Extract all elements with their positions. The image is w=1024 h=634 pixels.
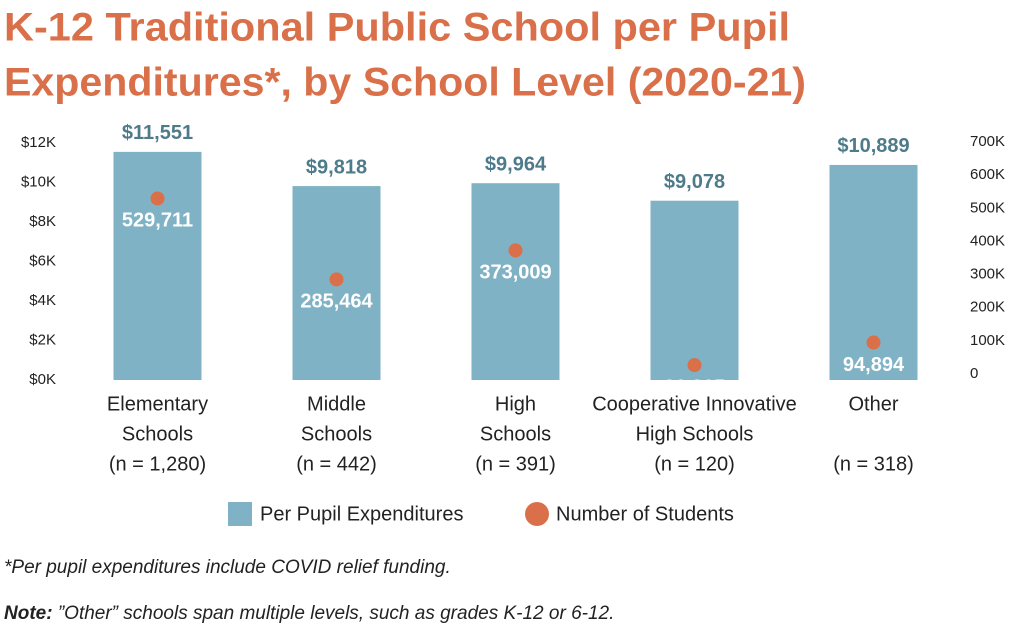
dot [866, 335, 881, 350]
chart-title: Expenditures*, by School Level (2020-21) [4, 61, 806, 105]
footnote: *Per pupil expenditures include COVID re… [4, 557, 451, 578]
x-tick-label: Schools [480, 423, 551, 445]
bar-value-label: $11,551 [122, 122, 193, 144]
y-tick-label: $4K [29, 292, 56, 309]
y2-tick-label: 500K [970, 199, 1005, 216]
dot-value-label: 373,009 [479, 262, 551, 284]
dot [508, 243, 523, 258]
y2-tick-label: 0 [970, 365, 978, 382]
x-tick-label: Middle [307, 393, 366, 415]
bar-value-label: $9,078 [664, 171, 725, 193]
x-tick-label: Other [848, 393, 898, 415]
dot [687, 358, 702, 373]
dot [329, 272, 344, 287]
legend-swatch [525, 502, 549, 526]
bar-value-label: $10,889 [837, 135, 909, 157]
note-label: Note: [4, 603, 53, 624]
bar [471, 183, 560, 380]
dot-value-label: 26,965 [664, 376, 725, 398]
dot-value-label: 94,894 [843, 354, 905, 376]
x-tick-label: Elementary [107, 393, 208, 415]
x-tick-label: High Schools [636, 423, 754, 445]
legend-label: Number of Students [556, 503, 734, 525]
y-tick-label: $8K [29, 213, 56, 230]
bar-value-label: $9,964 [485, 153, 547, 175]
bar [113, 151, 202, 380]
dot [150, 191, 165, 206]
sample-size: (n = 120) [654, 453, 735, 475]
legend-label: Per Pupil Expenditures [260, 503, 463, 525]
chart-title: K-12 Traditional Public School per Pupil [4, 6, 790, 50]
x-tick-label: Schools [122, 423, 193, 445]
y-tick-label: $6K [29, 252, 56, 269]
sample-size: (n = 1,280) [109, 453, 206, 475]
note-text: ”Other” schools span multiple levels, su… [53, 603, 615, 624]
sample-size: (n = 318) [833, 453, 914, 475]
bar [650, 200, 739, 380]
y2-tick-label: 200K [970, 299, 1005, 316]
dot-value-label: 285,464 [300, 291, 373, 313]
x-tick-label: Schools [301, 423, 372, 445]
y-tick-label: $12K [21, 134, 56, 151]
sample-size: (n = 391) [475, 453, 556, 475]
y2-tick-label: 300K [970, 266, 1005, 283]
y-tick-label: $2K [29, 331, 56, 348]
x-tick-label: High [495, 393, 536, 415]
y2-tick-label: 400K [970, 232, 1005, 249]
x-tick-label: Cooperative Innovative [592, 393, 797, 415]
bar-value-label: $9,818 [306, 156, 367, 178]
legend-swatch [228, 502, 252, 526]
y-tick-label: $0K [29, 371, 56, 388]
dot-value-label: 529,711 [122, 210, 193, 232]
y2-tick-label: 600K [970, 166, 1005, 183]
sample-size: (n = 442) [296, 453, 377, 475]
y2-tick-label: 700K [970, 133, 1005, 150]
y-tick-label: $10K [21, 173, 56, 190]
y2-tick-label: 100K [970, 332, 1005, 349]
note: Note: ”Other” schools span multiple leve… [4, 603, 614, 624]
